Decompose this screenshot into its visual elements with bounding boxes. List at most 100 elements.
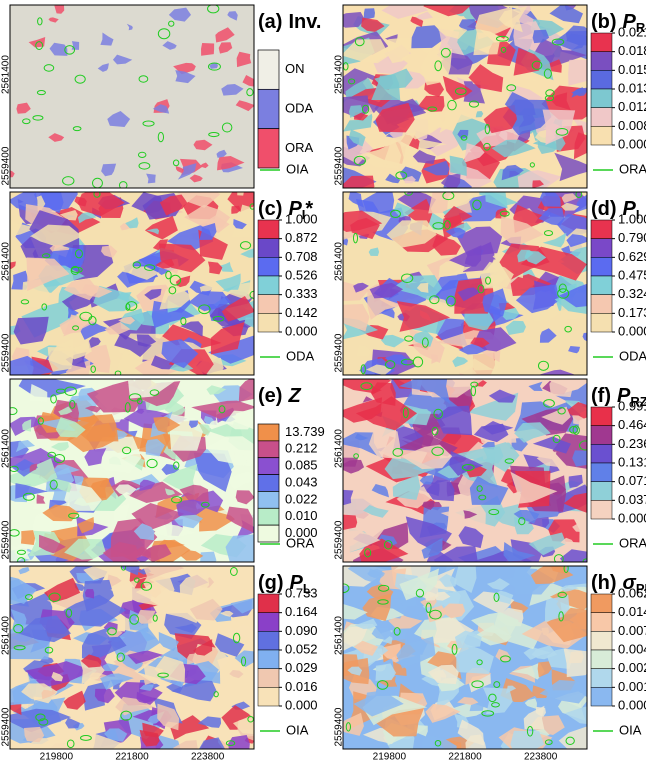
legend-swatch [258,239,279,258]
legend-label: 0.000 [285,323,318,338]
legend-swatch [258,475,279,492]
legend-line-label: ODA [286,348,315,363]
legend-label: 0.022 [285,491,318,506]
y-tick-label: 2559400 [1,520,12,559]
panel-label: (h) [591,572,617,594]
legend-swatch [591,126,612,145]
legend-swatch [258,491,279,508]
legend-label: 0.142 [285,305,318,320]
y-tick-label: 2561400 [1,429,12,468]
map-patch [201,43,214,56]
legend-label: 13.739 [285,424,325,439]
legend-swatch [258,424,279,441]
map-patch [564,649,594,677]
legend-label: 0.015 [618,62,646,77]
legend-line-label: ORA [619,161,646,176]
legend-label: 0.236 [618,436,646,451]
legend-label: 0.000 [618,697,646,712]
legend-label: 0.001 [618,679,646,694]
legend-swatch [591,650,612,669]
y-tick-label: 2561400 [1,616,12,655]
y-tick-label: 2561400 [1,55,12,94]
legend-swatch [258,687,279,706]
y-tick-label: 2559400 [1,146,12,185]
legend-label: 0.004 [618,641,646,656]
legend-label: 0.000 [618,510,646,525]
figure: (a)Inv.ONODAORAOIA25614002559400(b)PR0.0… [0,0,646,760]
legend-swatch [258,313,279,332]
legend-swatch [591,426,612,445]
panel-label: (g) [258,572,284,594]
panel-label: (d) [591,198,617,220]
legend-swatch [258,441,279,458]
legend-label: 0.475 [618,267,646,282]
legend-label: 0.012 [618,99,646,114]
legend-label: 0.790 [618,230,646,245]
legend-label: 0.131 [618,454,646,469]
legend-label: 1.000 [618,211,646,226]
legend-swatch [258,650,279,669]
legend-swatch [591,669,612,688]
x-tick-label: 221800 [448,752,482,760]
legend-label: 0.014 [618,604,646,619]
legend-label: ODA [285,100,314,115]
legend-label: 0.000 [618,136,646,151]
legend-swatch [258,50,279,89]
legend-line-label: OIA [286,722,309,737]
panel-symbol: Inv. [288,11,321,33]
y-tick-label: 2561400 [1,242,12,281]
legend-label: 0.010 [285,508,318,523]
panel-symbol: Z [287,385,301,407]
legend-label: 0.052 [285,641,318,656]
legend-label: 0.212 [285,441,318,456]
y-tick-label: 2561400 [334,55,345,94]
legend-label: 0.733 [285,585,318,600]
legend-label: 0.464 [618,417,646,432]
legend-label: 0.007 [618,623,646,638]
y-tick-label: 2559400 [334,520,345,559]
legend-line-label: ORA [286,535,315,550]
legend-label: 0.002 [618,660,646,675]
map-patch [21,530,35,545]
legend-label: 0.029 [285,660,318,675]
legend-swatch [591,33,612,52]
legend-label: 0.708 [285,249,318,264]
legend-swatch [258,89,279,128]
y-tick-label: 2561400 [334,616,345,655]
legend-label: 0.085 [285,458,318,473]
legend-label: 0.872 [285,230,318,245]
legend-swatch [591,463,612,482]
panel-label: (c) [258,198,282,220]
map [0,559,272,760]
map [0,178,275,387]
legend-swatch [258,220,279,239]
legend-swatch [258,295,279,314]
legend-label: 0.013 [618,80,646,95]
legend-label: 0.333 [285,286,318,301]
y-tick-label: 2561400 [334,242,345,281]
legend-label: 0.008 [618,118,646,133]
legend-swatch [591,482,612,501]
x-tick-label: 219800 [373,752,407,760]
panel-label: (e) [258,385,282,407]
legend-label: 0.000 [618,323,646,338]
map-patch [48,347,75,372]
map [310,0,606,203]
legend-line-label: OIA [286,161,309,176]
legend-swatch [258,594,279,613]
legend-swatch [591,407,612,426]
legend-swatch [591,257,612,276]
legend-label: 0.062 [618,585,646,600]
legend-label: 0.000 [285,697,318,712]
y-tick-label: 2559400 [1,333,12,372]
y-tick-label: 2559400 [334,707,345,746]
map [3,5,263,189]
legend-label: ON [285,61,305,76]
legend-label: 0.173 [618,305,646,320]
legend-swatch [591,295,612,314]
map [330,177,611,383]
legend-swatch [591,239,612,258]
map [322,367,619,581]
legend-label: 0.526 [285,267,318,282]
x-tick-label: 219800 [40,752,74,760]
